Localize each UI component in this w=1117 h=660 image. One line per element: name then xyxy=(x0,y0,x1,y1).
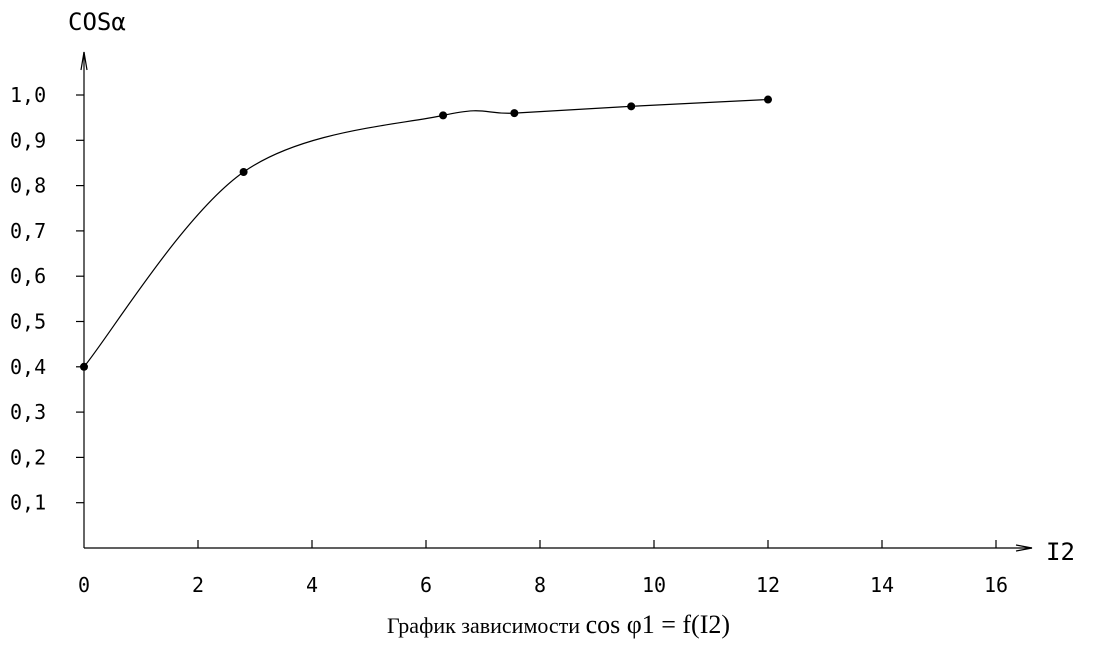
x-tick-label: 4 xyxy=(306,573,318,597)
y-tick-label: 1,0 xyxy=(10,83,46,107)
y-tick-label: 0,6 xyxy=(10,264,46,288)
ticks: 0 2 4 6 8 10 12 14 16 0,1 0,2 0,3 0,4 0,5 0,6 0,7 0,8 0,9… xyxy=(10,83,1008,597)
data-point xyxy=(510,109,519,118)
caption-formula: cos φ1 = f(I2) xyxy=(585,610,731,639)
x-tick-label: 14 xyxy=(870,573,894,597)
data-point xyxy=(439,111,448,120)
x-axis-arrow xyxy=(1015,544,1033,552)
x-axis-title: I2 xyxy=(1046,538,1075,566)
x-tick-label: 0 xyxy=(78,573,90,597)
data-point xyxy=(627,102,636,111)
y-tick-label: 0,5 xyxy=(10,310,46,334)
x-tick-label: 16 xyxy=(984,573,1008,597)
data-point xyxy=(764,95,772,104)
x-tick-label: 8 xyxy=(534,573,546,597)
data-point xyxy=(80,362,88,371)
chart-caption: График зависимости cos φ1 = f(I2) xyxy=(0,610,1117,640)
chart: 0 2 4 6 8 10 12 14 16 0,1 0,2 0,3 0,4 0,5 0,6 0,7 0,8 0,9… xyxy=(10,8,1075,597)
y-tick-label: 0,4 xyxy=(10,355,46,379)
y-axis-arrow xyxy=(80,51,88,71)
series-line xyxy=(83,98,769,368)
y-tick-label: 0,2 xyxy=(10,445,46,469)
y-tick-label: 0,9 xyxy=(10,128,46,152)
y-tick-label: 0,1 xyxy=(10,491,46,515)
y-tick-label: 0,8 xyxy=(10,174,46,198)
caption-text: График зависимости xyxy=(386,613,581,638)
x-tick-label: 12 xyxy=(756,573,780,597)
y-tick-label: 0,7 xyxy=(10,219,46,243)
axes xyxy=(80,51,1033,552)
x-tick-label: 6 xyxy=(420,573,432,597)
y-axis-title: COSα xyxy=(68,8,126,36)
x-tick-label: 10 xyxy=(642,573,666,597)
plot-area xyxy=(80,95,772,371)
y-tick-label: 0,3 xyxy=(10,400,46,424)
x-tick-label: 2 xyxy=(192,573,204,597)
data-point xyxy=(239,168,248,177)
